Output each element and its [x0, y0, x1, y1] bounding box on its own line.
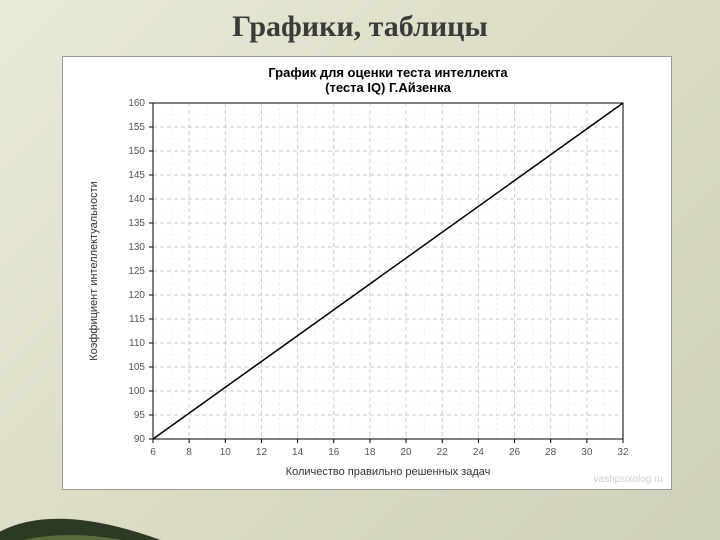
- svg-text:30: 30: [581, 447, 593, 458]
- svg-text:14: 14: [292, 447, 304, 458]
- svg-text:140: 140: [128, 194, 145, 205]
- svg-text:32: 32: [617, 447, 629, 458]
- chart-container: 6 8 10 12 14 16 18 20 22 24 26 28 30 32 90 95 100 105 110 1…: [62, 56, 672, 490]
- svg-text:(теста IQ) Г.Айзенка: (теста IQ) Г.Айзенка: [325, 80, 451, 95]
- svg-text:115: 115: [129, 314, 145, 325]
- svg-text:155: 155: [128, 122, 145, 133]
- svg-text:105: 105: [128, 362, 145, 373]
- svg-text:110: 110: [129, 338, 145, 349]
- svg-text:24: 24: [473, 447, 485, 458]
- svg-text:Коэффициент интеллектуальности: Коэффициент интеллектуальности: [88, 181, 100, 361]
- svg-text:22: 22: [437, 447, 449, 458]
- svg-text:28: 28: [545, 447, 557, 458]
- svg-text:Количество правильно решенных: Количество правильно решенных задач: [286, 466, 491, 478]
- svg-text:12: 12: [256, 447, 268, 458]
- svg-text:130: 130: [128, 242, 145, 253]
- svg-text:90: 90: [134, 434, 146, 445]
- svg-text:150: 150: [128, 146, 145, 157]
- svg-text:6: 6: [150, 447, 156, 458]
- svg-text:145: 145: [128, 170, 145, 181]
- page-title: Графики, таблицы: [0, 10, 720, 44]
- svg-text:100: 100: [128, 386, 145, 397]
- svg-text:20: 20: [401, 447, 413, 458]
- svg-text:160: 160: [128, 98, 145, 109]
- svg-text:95: 95: [134, 410, 146, 421]
- svg-text:120: 120: [128, 290, 145, 301]
- svg-text:8: 8: [186, 447, 192, 458]
- svg-text:График для оценки теста интелл: График для оценки теста интеллекта: [268, 65, 508, 80]
- iq-line-chart: 6 8 10 12 14 16 18 20 22 24 26 28 30 32 90 95 100 105 110 1…: [63, 57, 671, 489]
- svg-text:10: 10: [220, 447, 232, 458]
- svg-text:26: 26: [509, 447, 521, 458]
- slide: Графики, таблицы 6 8 10 12 14 16 18 20 22 24 26 28 3…: [0, 0, 720, 540]
- watermark-text: vashpsixolog.ru: [594, 474, 663, 485]
- svg-text:18: 18: [364, 447, 376, 458]
- svg-text:125: 125: [128, 266, 145, 277]
- svg-text:16: 16: [328, 447, 340, 458]
- svg-text:135: 135: [128, 218, 145, 229]
